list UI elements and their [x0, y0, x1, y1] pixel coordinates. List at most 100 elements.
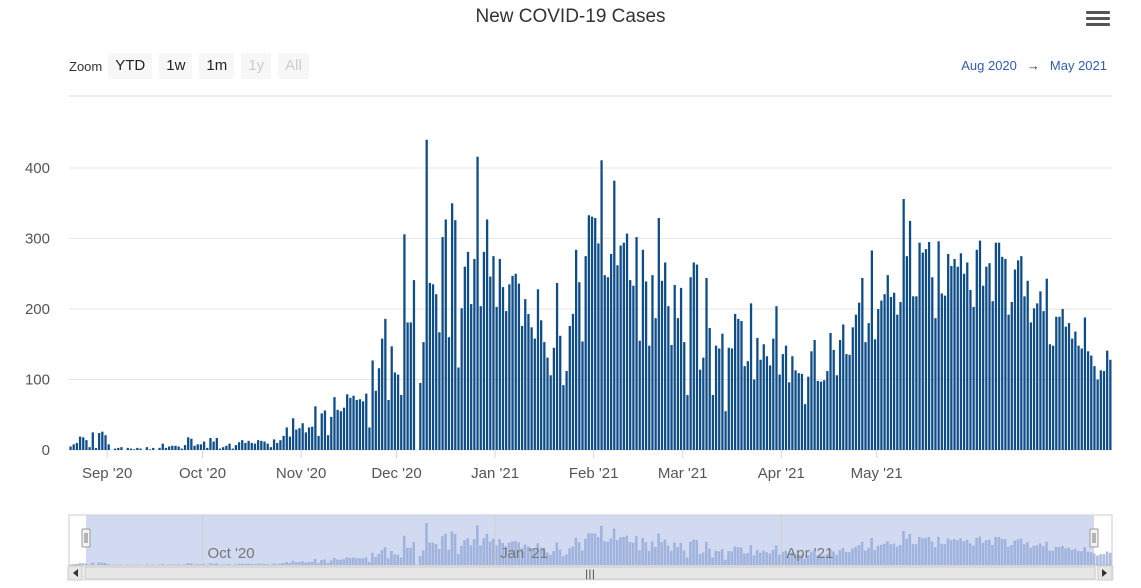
data-bar[interactable] — [342, 407, 346, 450]
data-bar[interactable] — [492, 256, 495, 450]
data-bar[interactable] — [683, 342, 686, 450]
data-bar[interactable] — [892, 292, 896, 450]
data-bar[interactable] — [158, 447, 161, 450]
navigator-right-handle[interactable] — [1089, 528, 1099, 548]
data-bar[interactable] — [520, 325, 524, 450]
data-bar[interactable] — [244, 442, 247, 450]
data-bar[interactable] — [829, 332, 832, 450]
data-bar[interactable] — [444, 219, 447, 450]
data-bar[interactable] — [272, 439, 276, 450]
data-bar[interactable] — [950, 265, 953, 450]
data-bar[interactable] — [136, 447, 139, 450]
data-bar[interactable] — [562, 385, 565, 450]
data-bar[interactable] — [746, 361, 749, 450]
data-bar[interactable] — [450, 203, 454, 450]
data-bar[interactable] — [479, 306, 482, 450]
data-bar[interactable] — [1080, 348, 1083, 450]
data-bar[interactable] — [1106, 350, 1109, 450]
data-bar[interactable] — [307, 427, 311, 450]
data-bar[interactable] — [679, 287, 683, 450]
data-bar[interactable] — [1051, 345, 1055, 450]
data-bar[interactable] — [320, 413, 323, 450]
data-bar[interactable] — [400, 395, 403, 450]
data-bar[interactable] — [972, 306, 975, 450]
data-bar[interactable] — [654, 318, 657, 450]
range-to[interactable]: May 2021 — [1049, 58, 1107, 73]
data-bar[interactable] — [552, 347, 556, 450]
data-bar[interactable] — [167, 446, 171, 450]
data-bar[interactable] — [247, 440, 250, 450]
data-bar[interactable] — [934, 318, 937, 450]
data-bar[interactable] — [371, 360, 374, 450]
data-bar[interactable] — [333, 397, 336, 450]
data-bar[interactable] — [193, 445, 196, 450]
data-bar[interactable] — [390, 346, 393, 450]
data-bar[interactable] — [619, 245, 622, 450]
data-bar[interactable] — [98, 433, 101, 450]
data-bar[interactable] — [177, 446, 180, 450]
data-bar[interactable] — [339, 411, 342, 450]
data-bar[interactable] — [813, 340, 816, 450]
data-bar[interactable] — [765, 356, 769, 450]
data-bar[interactable] — [295, 429, 298, 450]
data-bar[interactable] — [749, 303, 753, 450]
data-bar[interactable] — [368, 427, 371, 450]
data-bar[interactable] — [1048, 344, 1052, 450]
data-bar[interactable] — [978, 240, 982, 450]
data-bar[interactable] — [72, 444, 75, 450]
data-bar[interactable] — [94, 447, 98, 450]
data-bar[interactable] — [139, 448, 142, 450]
data-bar[interactable] — [1004, 258, 1007, 450]
data-bar[interactable] — [428, 282, 432, 450]
data-bar[interactable] — [1042, 311, 1045, 450]
data-bar[interactable] — [1045, 278, 1048, 450]
range-from[interactable]: Aug 2020 — [961, 58, 1017, 73]
data-bar[interactable] — [997, 242, 1001, 450]
data-bar[interactable] — [622, 242, 625, 450]
data-bar[interactable] — [883, 294, 886, 450]
data-bar[interactable] — [768, 365, 772, 450]
data-bar[interactable] — [358, 399, 362, 450]
data-bar[interactable] — [326, 435, 330, 450]
data-bar[interactable] — [276, 442, 279, 450]
data-bar[interactable] — [1077, 345, 1080, 450]
data-bar[interactable] — [517, 283, 521, 450]
data-bar[interactable] — [940, 293, 943, 450]
data-bar[interactable] — [501, 287, 505, 450]
data-bar[interactable] — [454, 220, 457, 450]
data-bar[interactable] — [75, 442, 79, 450]
data-bar[interactable] — [594, 218, 597, 450]
data-bar[interactable] — [660, 280, 664, 450]
data-bar[interactable] — [196, 444, 199, 450]
data-bar[interactable] — [835, 375, 839, 450]
data-bar[interactable] — [171, 445, 174, 450]
data-bar[interactable] — [692, 262, 695, 450]
data-bar[interactable] — [346, 394, 349, 450]
data-bar[interactable] — [784, 345, 788, 450]
data-bar[interactable] — [686, 395, 689, 450]
data-bar[interactable] — [113, 448, 117, 450]
data-bar[interactable] — [908, 220, 912, 450]
data-bar[interactable] — [1013, 269, 1017, 450]
data-bar[interactable] — [597, 243, 600, 450]
data-bar[interactable] — [587, 215, 590, 450]
data-bar[interactable] — [365, 393, 368, 450]
data-bar[interactable] — [206, 447, 209, 450]
data-bar[interactable] — [117, 447, 120, 450]
data-bar[interactable] — [877, 309, 880, 450]
data-bar[interactable] — [927, 242, 931, 450]
data-bar[interactable] — [279, 440, 282, 450]
data-bar[interactable] — [759, 359, 762, 450]
data-bar[interactable] — [250, 442, 253, 450]
data-bar[interactable] — [724, 411, 727, 450]
data-bar[interactable] — [896, 314, 899, 450]
data-bar[interactable] — [495, 306, 498, 450]
data-bar[interactable] — [956, 266, 959, 450]
data-bar[interactable] — [349, 397, 352, 450]
data-bar[interactable] — [985, 266, 988, 450]
data-bar[interactable] — [126, 447, 129, 450]
data-bar[interactable] — [187, 437, 190, 450]
data-bar[interactable] — [218, 448, 222, 450]
hamburger-menu-icon[interactable] — [1086, 11, 1110, 31]
data-bar[interactable] — [848, 354, 851, 450]
